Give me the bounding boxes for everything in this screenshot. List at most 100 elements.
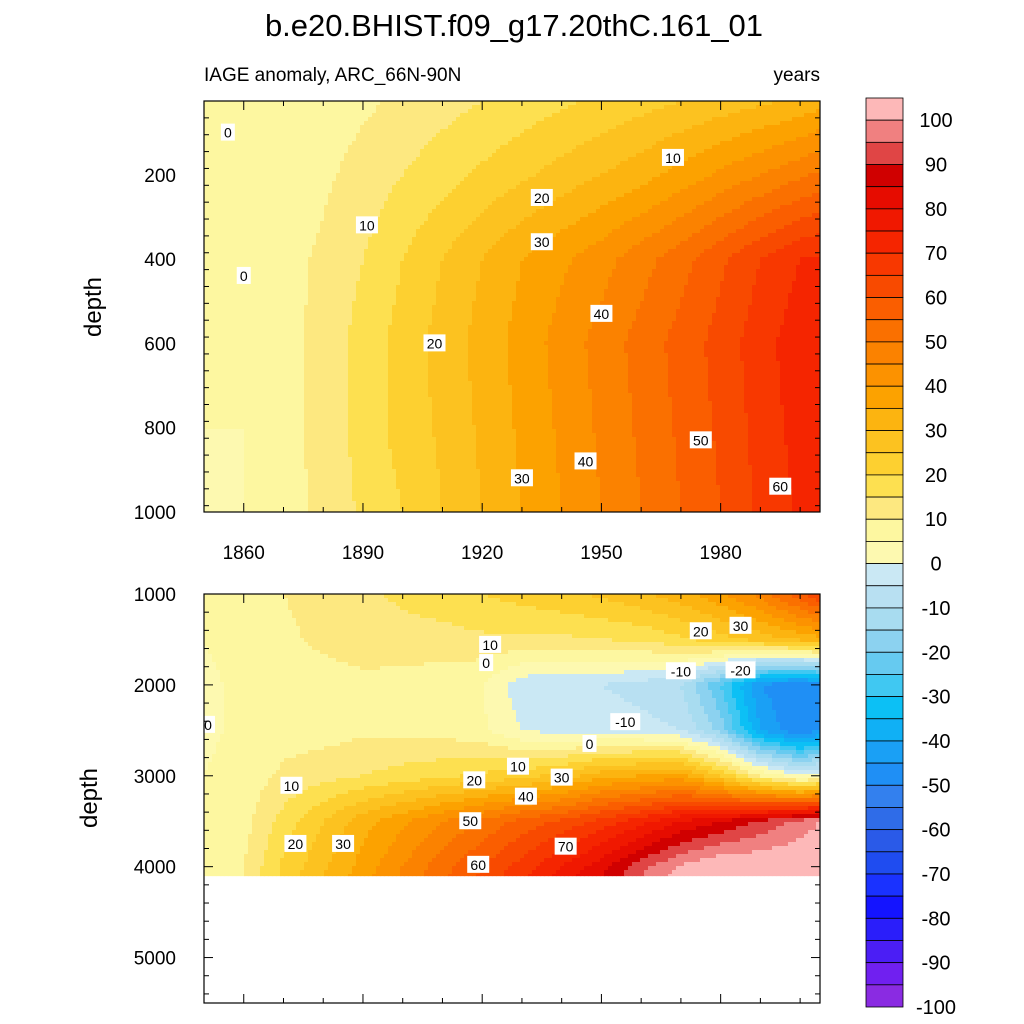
contour-cell (596, 125, 600, 129)
contour-cell (424, 229, 428, 233)
contour-cell (360, 101, 364, 105)
contour-cell (280, 137, 284, 141)
contour-cell (380, 169, 384, 173)
contour-cell (640, 125, 644, 129)
contour-cell (296, 153, 300, 157)
contour-cell (636, 121, 640, 125)
contour-cell (608, 125, 612, 129)
contour-cell (604, 165, 608, 169)
contour-cell (740, 217, 744, 221)
contour-cell (268, 109, 272, 113)
contour-cell (560, 149, 564, 153)
contour-cell (260, 169, 264, 173)
contour-cell (228, 201, 232, 205)
contour-cell (484, 105, 488, 109)
contour-cell (304, 113, 308, 117)
contour-cell (684, 117, 688, 121)
contour-cell (348, 113, 352, 117)
contour-cell (368, 141, 372, 145)
contour-cell (724, 117, 728, 121)
contour-cell (304, 141, 308, 145)
contour-cell (456, 177, 460, 181)
contour-cell (376, 205, 380, 209)
contour-cell (560, 121, 564, 125)
contour-cell (388, 161, 392, 165)
contour-cell (660, 117, 664, 121)
contour-cell (304, 229, 308, 233)
contour-cell (540, 185, 544, 189)
contour-cell (472, 117, 476, 121)
contour-cell (492, 113, 496, 117)
contour-cell (212, 125, 216, 129)
contour-cell (276, 185, 280, 189)
contour-cell (700, 209, 704, 213)
contour-cell (352, 197, 356, 201)
contour-cell (428, 185, 432, 189)
contour-cell (256, 129, 260, 133)
contour-cell (436, 185, 440, 189)
contour-cell (636, 125, 640, 129)
contour-cell (516, 205, 520, 209)
contour-cell (396, 129, 400, 133)
contour-cell (792, 137, 796, 141)
contour-cell (708, 125, 712, 129)
contour-cell (596, 193, 600, 197)
contour-cell (592, 153, 596, 157)
contour-cell (480, 153, 484, 157)
contour-cell (364, 205, 368, 209)
contour-cell (264, 165, 268, 169)
contour-cell (776, 105, 780, 109)
contour-cell (760, 165, 764, 169)
contour-cell (596, 217, 600, 221)
contour-cell (512, 145, 516, 149)
contour-cell (468, 193, 472, 197)
contour-cell (376, 149, 380, 153)
contour-cell (584, 197, 588, 201)
contour-cell (220, 177, 224, 181)
contour-cell (660, 205, 664, 209)
contour-cell (456, 121, 460, 125)
contour-cell (364, 137, 368, 141)
contour-cell (508, 121, 512, 125)
contour-cell (640, 109, 644, 113)
contour-cell (692, 137, 696, 141)
contour-cell (724, 217, 728, 221)
contour-cell (808, 181, 812, 185)
contour-cell (652, 125, 656, 129)
contour-cell (224, 225, 228, 229)
contour-cell (280, 133, 284, 137)
contour-cell (712, 197, 716, 201)
contour-cell (476, 181, 480, 185)
contour-cell (768, 165, 772, 169)
contour-cell (296, 197, 300, 201)
contour-cell (332, 129, 336, 133)
contour-cell (764, 201, 768, 205)
contour-cell (768, 125, 772, 129)
contour-cell (292, 109, 296, 113)
contour-cell (564, 129, 568, 133)
contour-cell (520, 165, 524, 169)
contour-cell (800, 133, 804, 137)
contour-cell (716, 225, 720, 229)
contour-cell (288, 149, 292, 153)
contour-cell (800, 181, 804, 185)
contour-cell (504, 137, 508, 141)
contour-cell (752, 225, 756, 229)
contour-cell (224, 181, 228, 185)
contour-cell (260, 113, 264, 117)
contour-cell (728, 213, 732, 217)
contour-cell (524, 193, 528, 197)
contour-cell (244, 209, 248, 213)
contour-cell (328, 101, 332, 105)
contour-cell (408, 157, 412, 161)
contour-cell (368, 201, 372, 205)
contour-cell (624, 189, 628, 193)
contour-cell (320, 141, 324, 145)
contour-cell (380, 221, 384, 225)
contour-cell (568, 133, 572, 137)
contour-cell (644, 205, 648, 209)
contour-cell (256, 177, 260, 181)
contour-cell (464, 105, 468, 109)
contour-cell (756, 193, 760, 197)
contour-cell (376, 165, 380, 169)
